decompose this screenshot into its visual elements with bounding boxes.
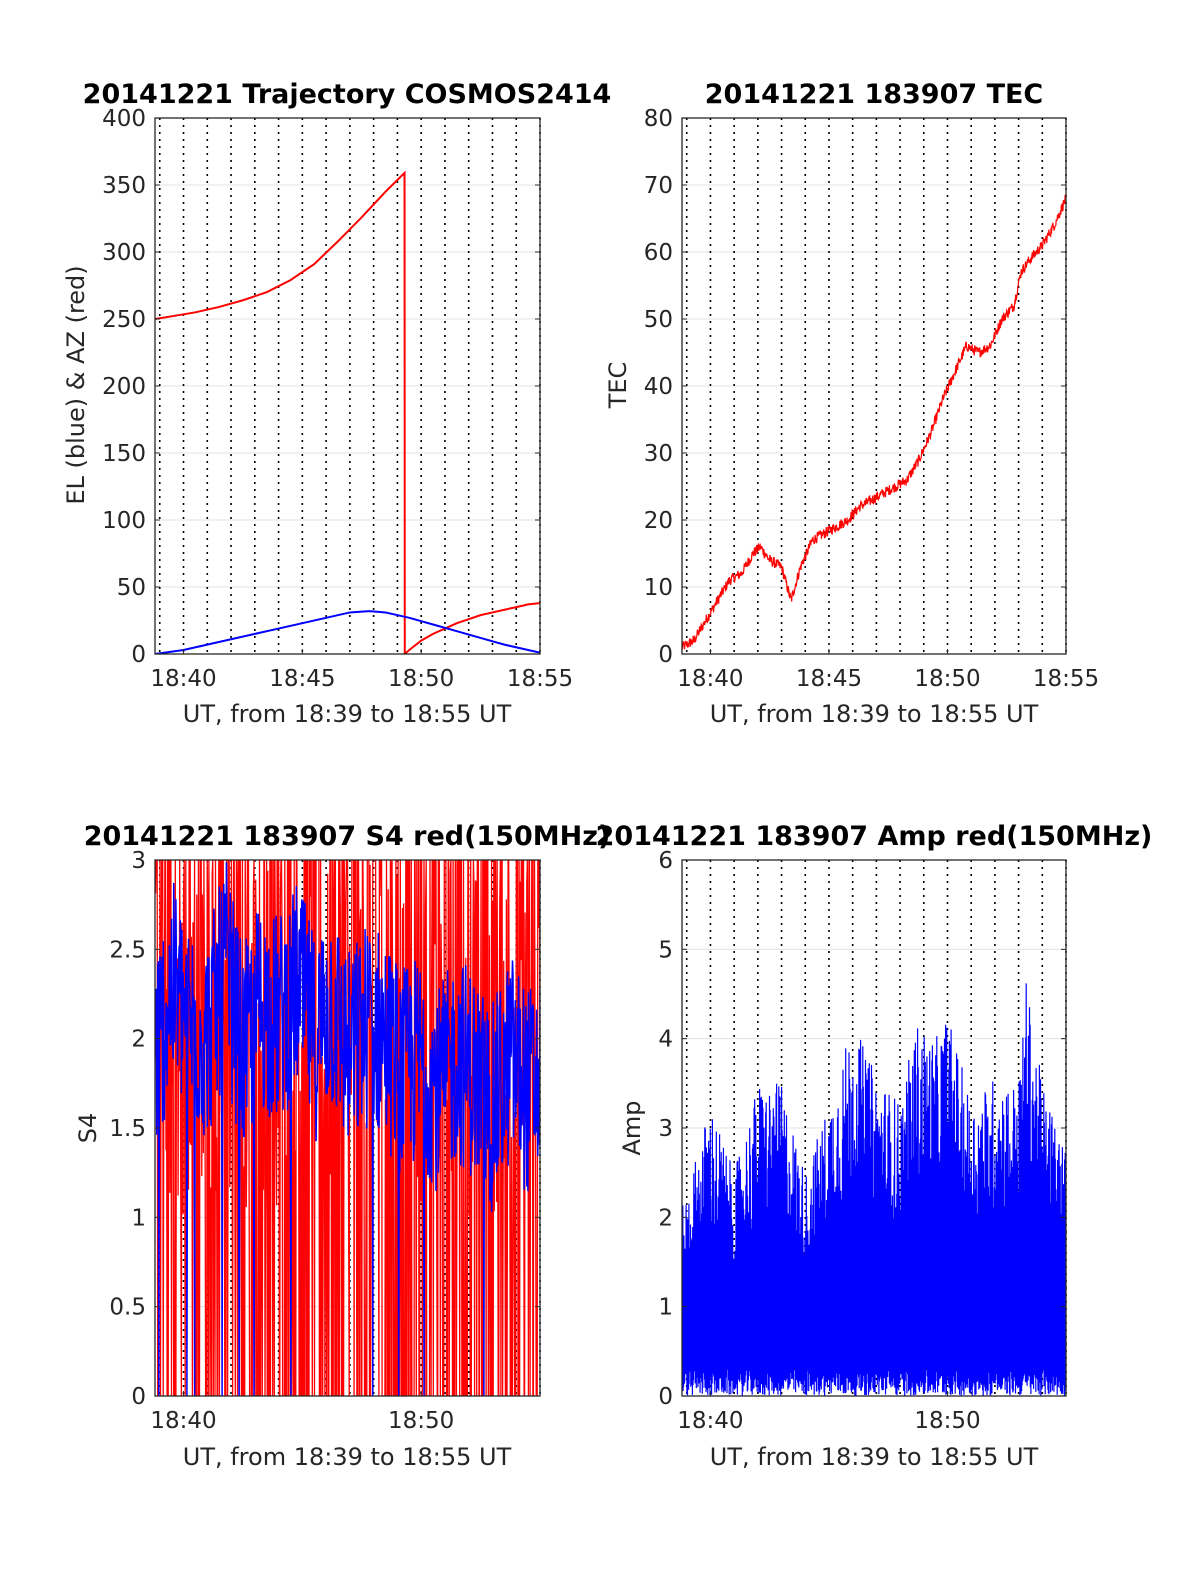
trajectory-ytick-label: 50: [117, 575, 146, 601]
trajectory-data-layer: [155, 170, 540, 654]
tec-ytick-label: 20: [644, 508, 673, 534]
s4-ylabel: S4: [74, 1113, 102, 1144]
tec-ytick-label: 10: [644, 575, 673, 601]
trajectory-ytick-label: 100: [102, 508, 146, 534]
trajectory-series-el: [155, 610, 540, 654]
amp-xlabel: UT, from 18:39 to 18:55 UT: [710, 1443, 1039, 1471]
s4-ytick-label: 2.5: [109, 937, 146, 963]
s4-xtick-label: 18:50: [388, 1408, 454, 1434]
amp-ylabel: Amp: [618, 1100, 646, 1155]
tec-ylabel: TEC: [604, 362, 632, 410]
s4-ytick-label: 1.5: [109, 1116, 146, 1142]
s4-series-red: [155, 860, 540, 1396]
s4-title: 20141221 183907 S4 red(150MHz): [84, 821, 611, 852]
s4-ytick-label: 3: [131, 848, 146, 874]
trajectory-ytick-label: 150: [102, 441, 146, 467]
amp-ytick-label: 1: [658, 1295, 673, 1321]
tec-xtick-label: 18:55: [1033, 666, 1099, 692]
s4-ytick-label: 2: [131, 1027, 146, 1053]
trajectory-ytick-label: 0: [131, 642, 146, 668]
trajectory-xtick-label: 18:40: [150, 666, 216, 692]
s4-ytick-label: 1: [131, 1205, 146, 1231]
s4-xtick-label: 18:40: [150, 1408, 216, 1434]
amp-ytick-label: 4: [658, 1027, 673, 1053]
tec-ytick-label: 40: [644, 374, 673, 400]
trajectory-xtick-label: 18:45: [269, 666, 335, 692]
amp-ytick-label: 2: [658, 1205, 673, 1231]
amp-data-layer: [682, 983, 1066, 1396]
trajectory-series-az: [155, 170, 540, 654]
trajectory-xtick-label: 18:55: [507, 666, 573, 692]
s4-series-blue: [155, 862, 540, 1396]
amp-title: 20141221 183907 Amp red(150MHz): [596, 821, 1153, 852]
s4-xlabel: UT, from 18:39 to 18:55 UT: [183, 1443, 512, 1471]
amp-series-amp: [682, 983, 1066, 1396]
amp-xtick-label: 18:40: [677, 1408, 743, 1434]
s4-data-layer: [155, 860, 540, 1396]
trajectory-xtick-label: 18:50: [388, 666, 454, 692]
amp-xtick-label: 18:50: [914, 1408, 980, 1434]
tec-ytick-label: 70: [644, 173, 673, 199]
tec-ytick-label: 80: [644, 106, 673, 132]
amp-ytick-label: 6: [658, 848, 673, 874]
tec-ytick-label: 0: [658, 642, 673, 668]
tec-series-tec: [682, 193, 1066, 650]
s4-ytick-label: 0: [131, 1384, 146, 1410]
tec-ytick-label: 50: [644, 307, 673, 333]
trajectory-ytick-label: 200: [102, 374, 146, 400]
tec-data-layer: [682, 193, 1066, 650]
trajectory-title: 20141221 Trajectory COSMOS2414: [83, 79, 612, 110]
trajectory-ylabel: EL (blue) & AZ (red): [62, 265, 90, 504]
tec-xtick-label: 18:45: [796, 666, 862, 692]
trajectory-ytick-label: 350: [102, 173, 146, 199]
tec-title: 20141221 183907 TEC: [705, 79, 1044, 110]
tec-ytick-label: 30: [644, 441, 673, 467]
trajectory-ytick-label: 300: [102, 240, 146, 266]
trajectory-xlabel: UT, from 18:39 to 18:55 UT: [183, 700, 512, 728]
trajectory-ytick-label: 400: [102, 106, 146, 132]
amp-ytick-label: 0: [658, 1384, 673, 1410]
amp-ytick-label: 3: [658, 1116, 673, 1142]
panel-s4: 20141221 183907 S4 red(150MHz) UT, from …: [74, 821, 610, 1471]
tec-ytick-label: 60: [644, 240, 673, 266]
tec-xtick-label: 18:50: [914, 666, 980, 692]
tec-xlabel: UT, from 18:39 to 18:55 UT: [710, 700, 1039, 728]
trajectory-ytick-label: 250: [102, 307, 146, 333]
tec-xtick-label: 18:40: [677, 666, 743, 692]
panel-tec: 20141221 183907 TEC UT, from 18:39 to 18…: [604, 79, 1099, 728]
panel-amp: 20141221 183907 Amp red(150MHz) UT, from…: [596, 821, 1153, 1471]
s4-ytick-label: 0.5: [109, 1295, 146, 1321]
panel-trajectory: 20141221 Trajectory COSMOS2414 UT, from …: [62, 79, 611, 728]
amp-ytick-label: 5: [658, 937, 673, 963]
